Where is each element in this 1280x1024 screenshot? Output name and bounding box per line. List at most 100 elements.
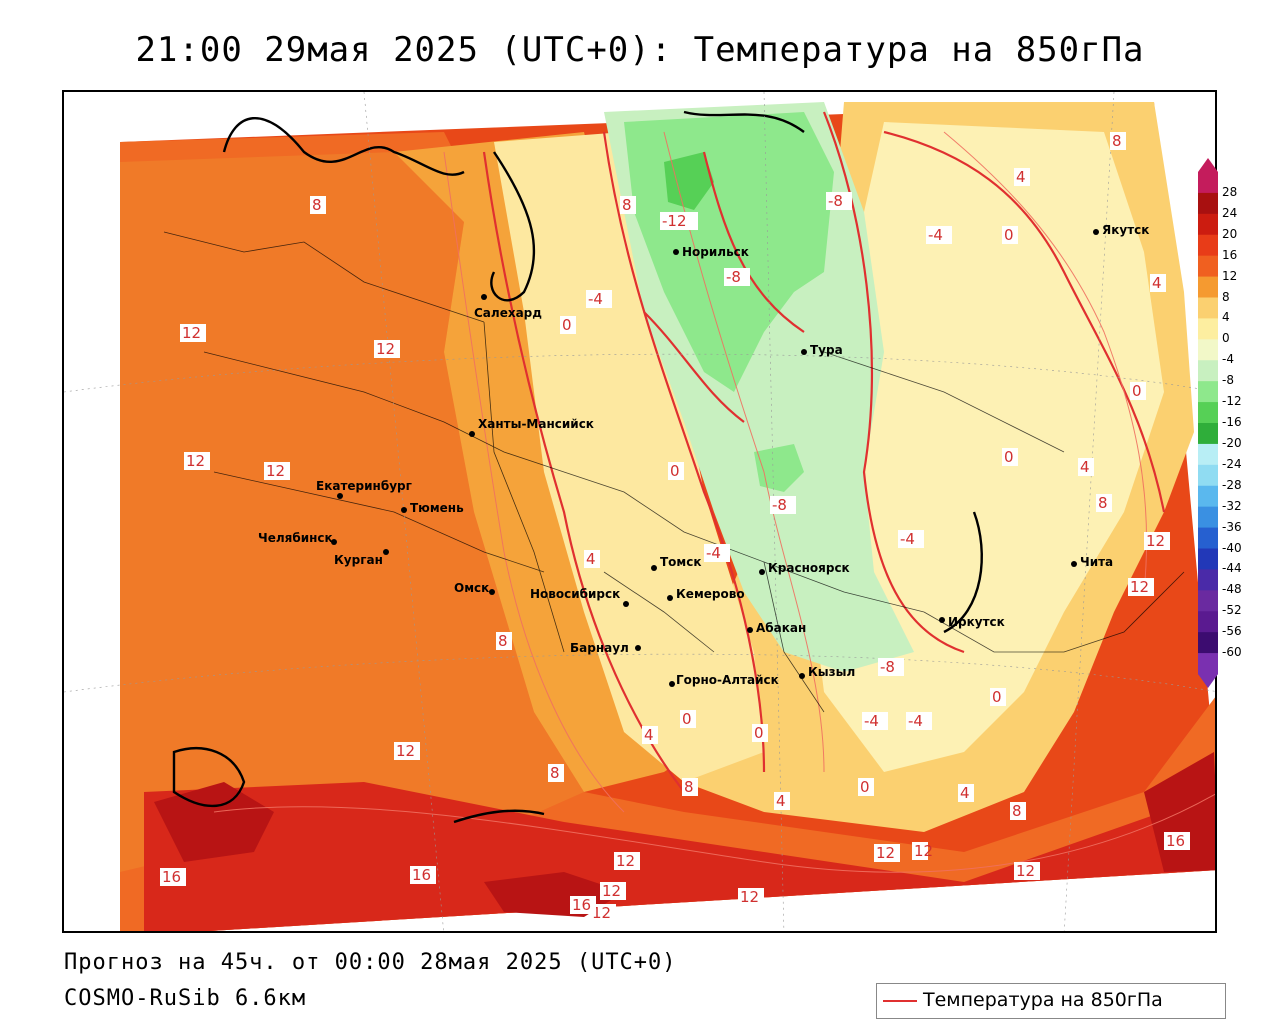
legend-label: Температура на 850гПа [923, 989, 1163, 1011]
colorbar-top-arrow [1198, 158, 1218, 172]
isotherm-label: 12 [264, 462, 290, 480]
legend-line-swatch [883, 1000, 917, 1002]
temperature-map: Норильск Салехард Тура Якутск Ханты-Манс… [64, 92, 1215, 931]
isotherm-label: 8 [310, 196, 326, 214]
svg-text:12: 12 [592, 904, 611, 922]
svg-text:Якутск: Якутск [1102, 223, 1149, 237]
colorbar-segment [1198, 527, 1218, 549]
svg-text:-12: -12 [662, 212, 687, 230]
isotherm-lines [482, 111, 1166, 793]
svg-text:12: 12 [602, 882, 621, 900]
city-gorno-altaysk: Горно-Алтайск [669, 673, 779, 687]
colorbar-tick-label: -28 [1222, 477, 1242, 492]
isotherm-label: 0 [680, 710, 696, 728]
isotherm-label: 0 [668, 462, 684, 480]
svg-text:12: 12 [376, 340, 395, 358]
isotherm-label: -4 [862, 712, 888, 730]
isotherm-label: 4 [642, 726, 658, 744]
isotherm-label: -8 [724, 268, 750, 286]
map-panel: Норильск Салехард Тура Якутск Ханты-Манс… [62, 90, 1217, 933]
isotherm-label: 0 [858, 778, 874, 796]
isotherm-label: 8 [496, 632, 512, 650]
svg-text:4: 4 [960, 784, 970, 802]
isotherm-label: 8 [620, 196, 636, 214]
colorbar-segment [1198, 464, 1218, 487]
svg-text:-8: -8 [772, 496, 787, 514]
svg-text:8: 8 [312, 196, 322, 214]
hot-spot-southwest [154, 782, 274, 862]
svg-text:12: 12 [740, 888, 759, 906]
colorbar-segment [1198, 632, 1218, 654]
svg-text:0: 0 [670, 462, 680, 480]
colorbar-tick-label: -40 [1222, 540, 1242, 555]
admin-borders [163, 231, 1185, 713]
city-salekhard: Салехард [474, 294, 542, 320]
svg-text:16: 16 [412, 866, 431, 884]
svg-text:16: 16 [572, 896, 591, 914]
isotherm-label: 0 [990, 688, 1006, 706]
hot-spot-east [1144, 752, 1215, 872]
svg-text:-4: -4 [588, 290, 603, 308]
svg-text:Новосибирск: Новосибирск [530, 587, 620, 601]
svg-text:8: 8 [1112, 132, 1122, 150]
colorbar-tick-label: -4 [1222, 352, 1234, 367]
isotherm-label: -4 [586, 290, 612, 308]
colorbar-segment [1198, 360, 1218, 382]
svg-text:12: 12 [1016, 862, 1035, 880]
isotherm-label: 12 [1014, 862, 1040, 880]
city-yakutsk: Якутск [1093, 223, 1149, 237]
svg-text:0: 0 [1004, 226, 1014, 244]
isotherm-label: 8 [548, 764, 564, 782]
svg-text:12: 12 [914, 842, 933, 860]
temperature-colorbar [1198, 158, 1218, 688]
colorbar-segment [1198, 485, 1218, 508]
city-abakan: Абакан [747, 621, 806, 635]
svg-text:8: 8 [1012, 802, 1022, 820]
svg-text:12: 12 [1146, 532, 1165, 550]
colorbar-tick-label: 0 [1222, 331, 1230, 346]
pale-yellow-zone [494, 132, 764, 782]
svg-text:12: 12 [182, 324, 201, 342]
colorbar-segment [1198, 297, 1218, 319]
isotherm-label: -4 [704, 544, 730, 562]
svg-text:Горно-Алтайск: Горно-Алтайск [676, 673, 779, 687]
colorbar-segment [1198, 192, 1218, 215]
colorbar-tick-label: -12 [1222, 394, 1242, 409]
colorbar-segment [1198, 443, 1218, 466]
city-kemerovo: Кемерово [667, 587, 745, 601]
svg-text:Челябинск: Челябинск [258, 531, 333, 545]
svg-text:8: 8 [1098, 494, 1108, 512]
isotherm-label: -4 [926, 226, 952, 244]
isotherm-label: -8 [878, 658, 904, 676]
isotherm-label: 12 [874, 844, 900, 862]
isotherm-label: 12 [738, 888, 764, 906]
isotherm-label: 12 [614, 852, 640, 870]
svg-text:16: 16 [162, 868, 181, 886]
svg-text:12: 12 [616, 852, 635, 870]
isotherm-label: 12 [1128, 578, 1154, 596]
svg-text:12: 12 [876, 844, 895, 862]
isotherm-label: 4 [584, 550, 600, 568]
colorbar-tick-label: 20 [1222, 226, 1238, 241]
isotherm-label: 0 [1002, 448, 1018, 466]
svg-text:0: 0 [562, 316, 572, 334]
colorbar-segment [1198, 506, 1218, 529]
isotherm-label: 8 [1110, 132, 1126, 150]
svg-text:12: 12 [186, 452, 205, 470]
isotherm-label: 0 [752, 724, 768, 742]
colorbar-segment [1198, 548, 1218, 570]
isotherm-label: 12 [180, 324, 206, 342]
svg-text:Кызыл: Кызыл [808, 665, 855, 679]
colorbar-tick-label: 12 [1222, 268, 1238, 283]
isotherm-label: 12 [374, 340, 400, 358]
city-kyzyl: Кызыл [799, 665, 855, 679]
isotherm-label: -8 [826, 192, 852, 210]
svg-text:-4: -4 [928, 226, 943, 244]
svg-text:Омск: Омск [454, 581, 489, 595]
pale-zone-east [804, 122, 1164, 772]
colorbar-tick-label: -56 [1222, 624, 1242, 639]
colorbar-tick-label: 4 [1222, 310, 1230, 325]
warm-south-strip [144, 782, 1215, 931]
cold-spot-mid [754, 444, 804, 492]
colorbar-segment [1198, 653, 1218, 675]
